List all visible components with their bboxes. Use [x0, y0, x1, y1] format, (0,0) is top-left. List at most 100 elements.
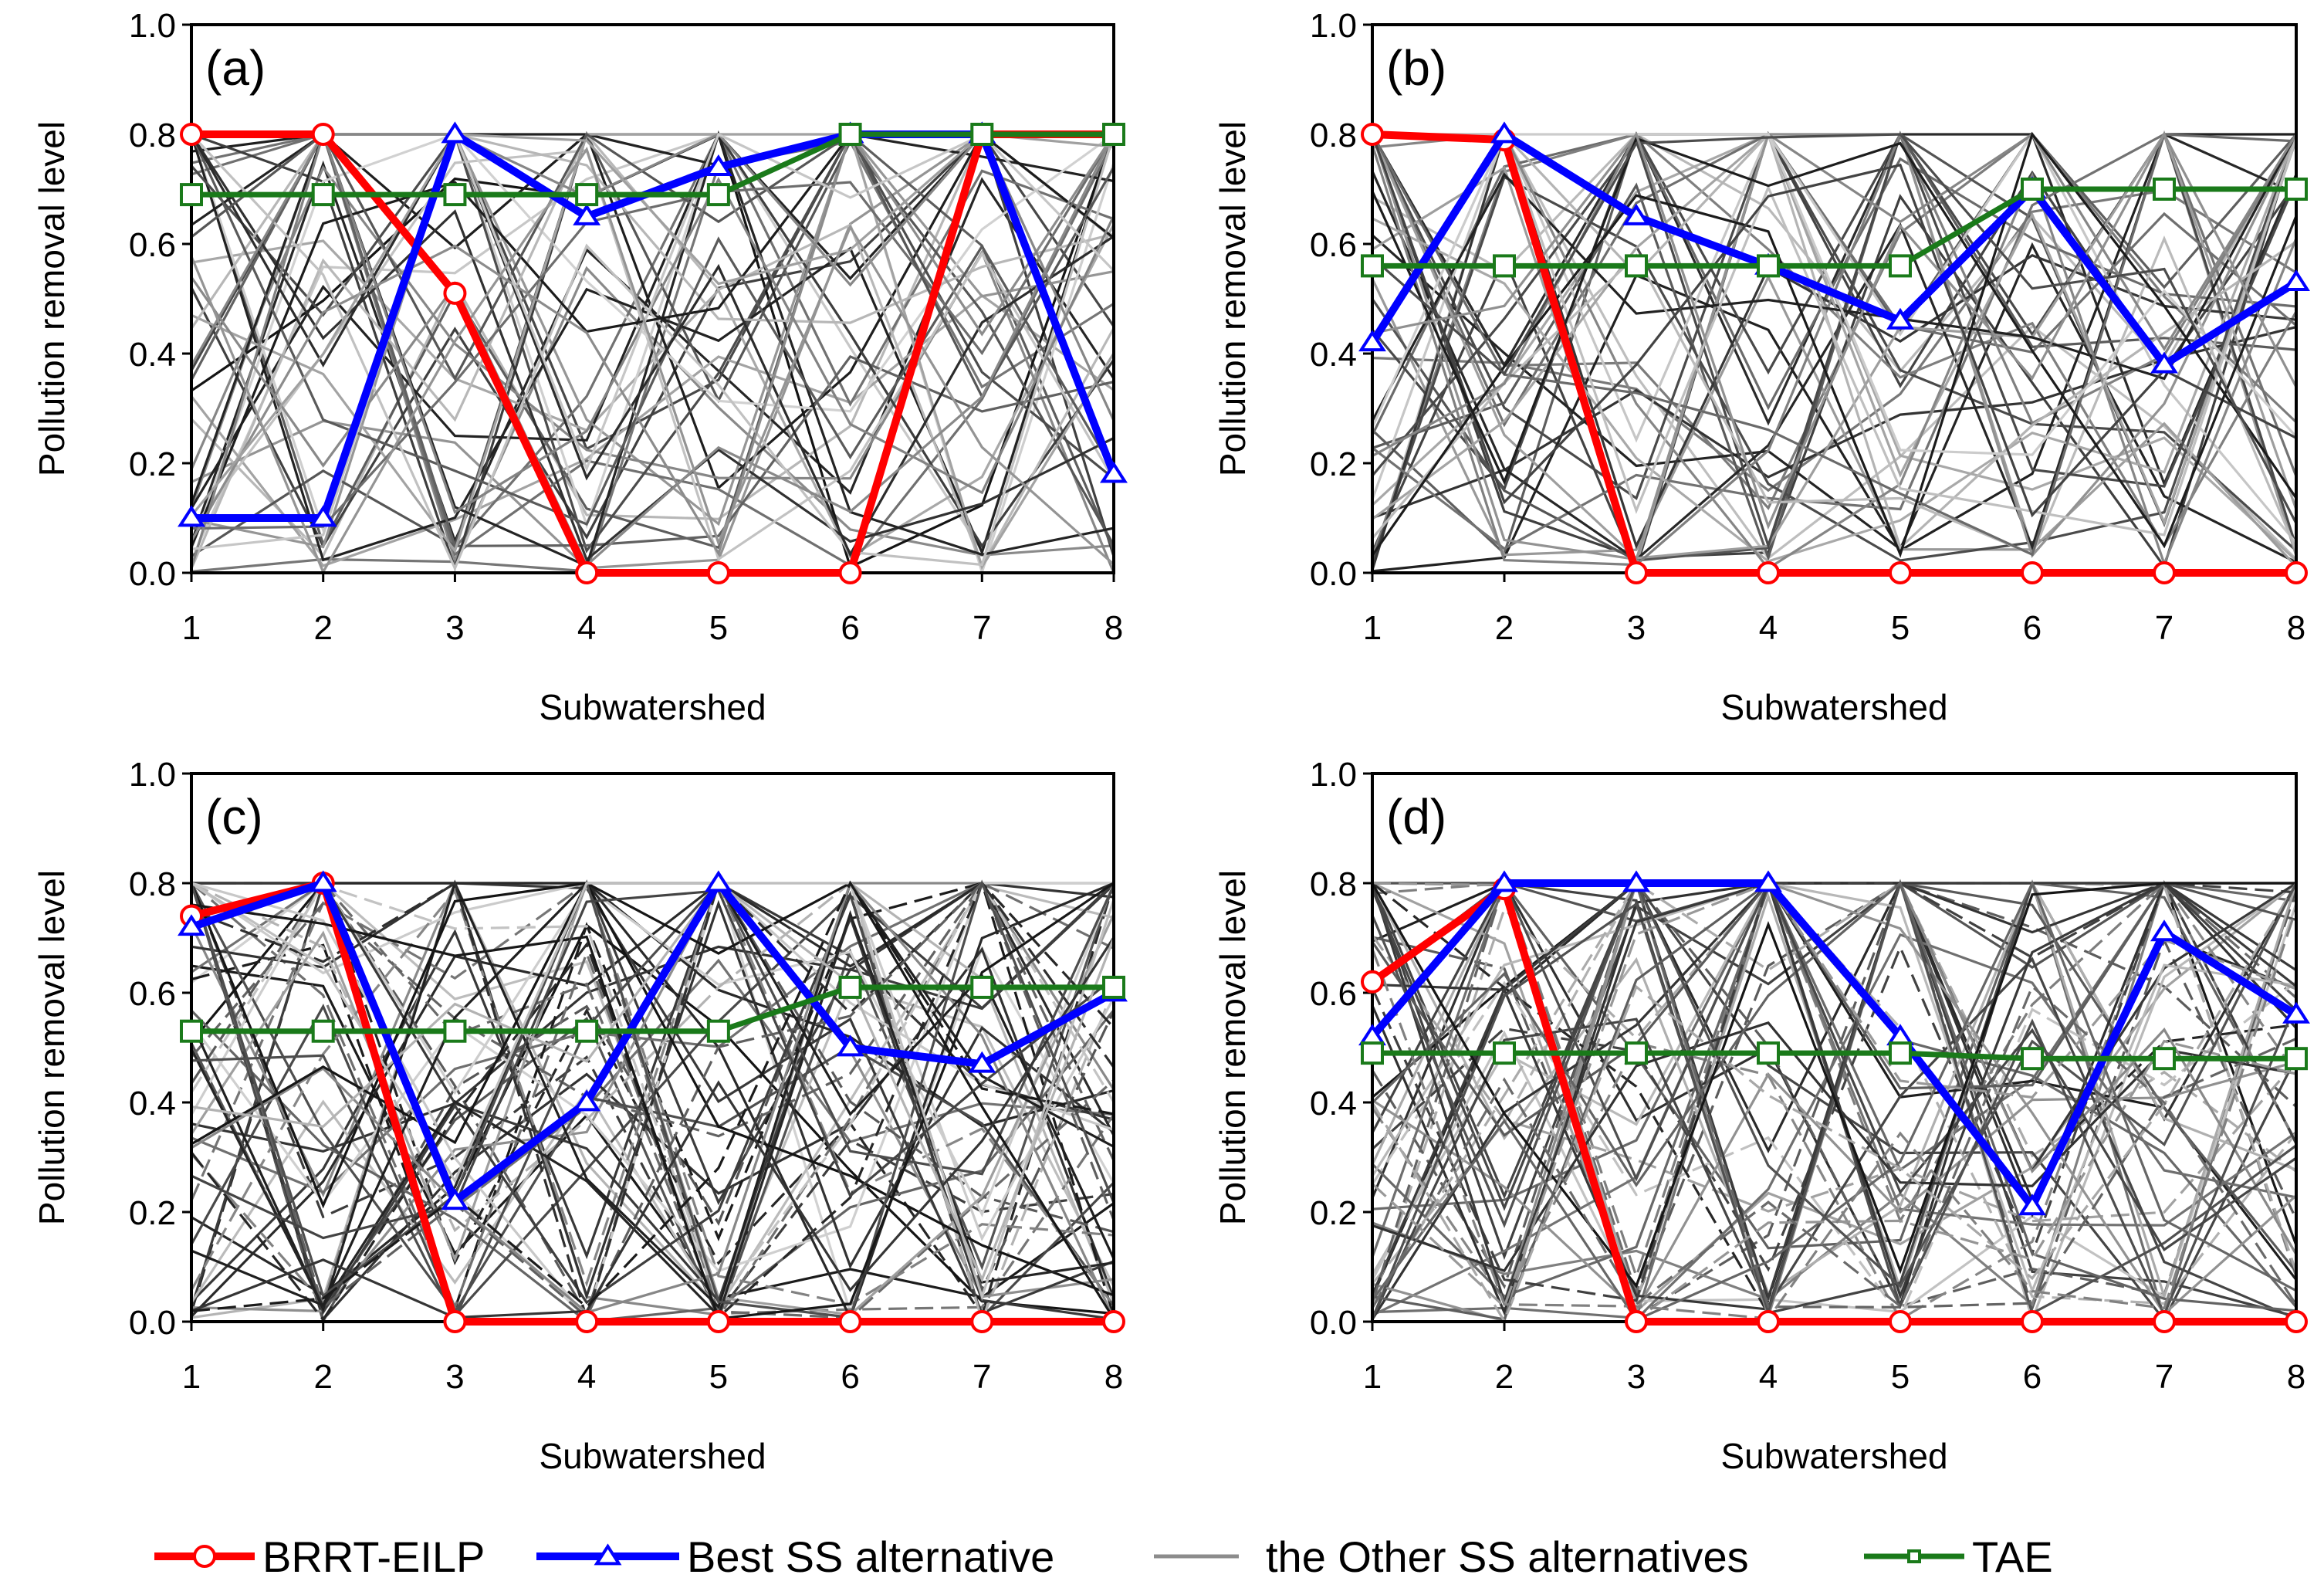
alternative-line — [1372, 132, 2296, 428]
alternative-line — [1372, 137, 2296, 549]
y-tick-label: 0.2 — [129, 1194, 176, 1232]
data-point — [706, 183, 730, 207]
data-point — [441, 121, 469, 144]
x-tick-label: 5 — [1891, 1358, 1910, 1396]
alternative-line — [1372, 132, 2296, 458]
x-tick-label: 4 — [1759, 609, 1778, 647]
alternative-line — [1372, 882, 2296, 1306]
x-axis-title: Subwatershed — [539, 687, 766, 727]
alternative-line — [191, 130, 1114, 550]
x-tick-label: 2 — [313, 609, 332, 647]
alternative-line — [1372, 907, 2296, 1320]
data-point — [970, 975, 994, 999]
x-tick-label: 1 — [182, 1358, 201, 1396]
data-point — [2285, 1310, 2308, 1333]
data-point — [309, 505, 337, 527]
y-axis-title: Pollution removal level — [32, 870, 72, 1225]
alternative-line — [1372, 134, 2296, 563]
alternative-line — [191, 131, 1114, 554]
data-point — [838, 561, 862, 584]
alternative-line — [1372, 132, 2296, 527]
data-point — [2285, 1047, 2308, 1071]
y-tick-label: 0.4 — [1310, 336, 1357, 374]
y-tick-label: 0.0 — [1310, 555, 1357, 593]
data-point — [1889, 254, 1912, 278]
data-point — [2153, 178, 2176, 201]
data-point — [2285, 178, 2308, 201]
data-point — [2153, 1310, 2176, 1333]
alternative-line — [1372, 882, 2296, 1251]
alternative-line — [191, 293, 1114, 567]
data-point — [443, 1019, 467, 1043]
data-point — [1102, 975, 1125, 999]
data-point — [970, 123, 994, 146]
x-tick-label: 8 — [2287, 1358, 2305, 1396]
panel-a: 0.0 0.2 0.4 0.6 0.8 1.0 1 2 3 4 5 6 7 8 Subwatershed Po… — [32, 7, 1128, 727]
x-tick-label: 8 — [1104, 1358, 1123, 1396]
data-point — [2285, 561, 2308, 584]
y-tick-label: 0.8 — [1310, 865, 1357, 903]
alternative-line — [1372, 131, 2296, 560]
alternative-line — [1372, 881, 2296, 1312]
series-line — [1369, 879, 2299, 1210]
data-point — [1625, 1310, 1648, 1333]
alternative-line — [1372, 984, 2296, 1309]
alternative-line — [1372, 133, 2296, 557]
data-point — [1622, 203, 1650, 225]
legend-item: the Other SS alternatives — [1154, 1532, 1749, 1581]
legend-item: TAE — [1864, 1532, 2053, 1581]
x-tick-label: 4 — [1759, 1358, 1778, 1396]
alternative-line — [1372, 235, 2296, 557]
series-line — [190, 879, 1116, 1205]
y-tick-label: 0.8 — [1310, 117, 1357, 154]
y-tick-label: 1.0 — [129, 756, 176, 794]
series-line — [1372, 130, 2296, 577]
x-tick-label: 4 — [577, 1358, 596, 1396]
legend-marker — [594, 1543, 622, 1566]
data-point — [575, 561, 599, 584]
x-tick-label: 3 — [445, 1358, 464, 1396]
data-point — [2282, 1001, 2310, 1024]
data-point — [1493, 254, 1516, 278]
series-line — [1372, 1050, 2296, 1061]
series-best-ss-alternative — [1358, 870, 2310, 1216]
alternative-line — [191, 880, 1114, 1161]
alternative-line — [191, 882, 1114, 1321]
data-point — [2021, 561, 2044, 584]
legend-label: the Other SS alternatives — [1266, 1532, 1749, 1581]
alternative-line — [191, 882, 1114, 1317]
x-tick-label: 5 — [1891, 609, 1910, 647]
y-axis-title: Pollution removal level — [32, 121, 72, 476]
data-point — [309, 870, 337, 892]
y-tick-label: 1.0 — [129, 7, 176, 45]
data-point — [1625, 561, 1648, 584]
alternative-line — [1372, 882, 2296, 1288]
x-axis-title: Subwatershed — [1720, 687, 1947, 727]
data-point — [443, 183, 467, 207]
data-point — [573, 1089, 601, 1112]
alternative-line — [191, 879, 1114, 1307]
x-tick-label: 6 — [841, 609, 859, 647]
data-point — [1757, 1310, 1780, 1333]
x-tick-label: 7 — [2155, 1358, 2173, 1396]
data-point — [706, 1019, 730, 1043]
data-point — [1757, 254, 1780, 278]
x-tick-label: 1 — [1363, 1358, 1382, 1396]
alternative-line — [1372, 134, 2296, 518]
series-line — [191, 130, 1114, 577]
legend-marker — [1907, 1549, 1921, 1563]
series-tae — [180, 123, 1125, 207]
alternative-line — [191, 132, 1114, 557]
data-point — [2021, 1047, 2044, 1071]
other-alternatives — [191, 130, 1114, 573]
alternative-line — [191, 909, 1114, 1319]
alternative-line — [191, 879, 1114, 1319]
alternative-line — [191, 881, 1114, 1320]
alternative-line — [1372, 133, 2296, 558]
panel-d: 0.0 0.2 0.4 0.6 0.8 1.0 1 2 3 4 5 6 7 8 Subwatershed Po… — [1213, 756, 2310, 1476]
data-point — [180, 1019, 203, 1043]
y-tick-label: 0.4 — [1310, 1085, 1357, 1122]
data-point — [1102, 123, 1125, 146]
alternative-line — [1372, 132, 2296, 550]
